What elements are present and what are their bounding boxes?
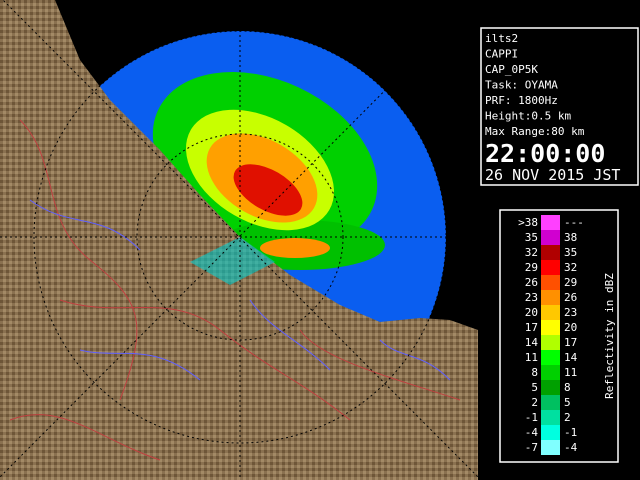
legend-low: 17	[525, 321, 538, 334]
legend-high: 8	[564, 381, 571, 394]
legend-high: 23	[564, 306, 577, 319]
legend-high: 17	[564, 336, 577, 349]
legend-low: 5	[531, 381, 538, 394]
legend-low: -4	[525, 426, 539, 439]
panel-line: PRF: 1800Hz	[485, 94, 558, 107]
legend-low: -1	[525, 411, 538, 424]
legend-high: -4	[564, 441, 578, 454]
legend-swatch	[541, 440, 560, 455]
legend-swatch	[541, 215, 560, 230]
legend-low: -7	[525, 441, 538, 454]
panel-line: Task: OYAMA	[485, 79, 558, 92]
legend-high: 29	[564, 276, 577, 289]
legend-high: 14	[564, 351, 578, 364]
legend-low: 32	[525, 246, 538, 259]
legend-low: 8	[531, 366, 538, 379]
legend-high: ---	[564, 216, 584, 229]
legend-swatch	[541, 395, 560, 410]
legend-swatch	[541, 350, 560, 365]
legend-low: 23	[525, 291, 538, 304]
ground-clutter	[190, 237, 275, 285]
panel-line: Max Range:80 km	[485, 125, 585, 138]
panel-line: CAP_0P5K	[485, 63, 538, 76]
legend-high: 5	[564, 396, 571, 409]
legend-swatch	[541, 320, 560, 335]
legend-low: 29	[525, 261, 538, 274]
legend-swatch	[541, 290, 560, 305]
panel-date: 26 NOV 2015 JST	[485, 166, 620, 184]
legend-high: 38	[564, 231, 577, 244]
panel-time: 22:00:00	[485, 139, 605, 168]
legend-low: 35	[525, 231, 538, 244]
range-rings	[0, 0, 478, 480]
legend-swatch	[541, 425, 560, 440]
legend-swatch	[541, 335, 560, 350]
legend-swatch	[541, 275, 560, 290]
legend-high: 2	[564, 411, 571, 424]
legend-swatch	[541, 380, 560, 395]
echo-band	[260, 238, 330, 258]
legend-title: Reflectivity in dBZ	[603, 273, 616, 399]
legend: Reflectivity in dBZ >38 --- 35 38 32 35 29 32 26…	[499, 209, 619, 463]
legend-low: 2	[531, 396, 538, 409]
legend-swatch	[541, 305, 560, 320]
legend-high: 35	[564, 246, 577, 259]
radar-map	[0, 0, 478, 480]
legend-high: 32	[564, 261, 577, 274]
legend-swatch	[541, 260, 560, 275]
boundaries	[9, 119, 461, 461]
panel-line: CAPPI	[485, 48, 518, 61]
legend-high: 26	[564, 291, 577, 304]
legend-low: 14	[525, 336, 539, 349]
legend-low: 20	[525, 306, 538, 319]
echo-red	[233, 164, 303, 216]
legend-swatch	[541, 410, 560, 425]
legend-low: >38	[518, 216, 538, 229]
panel-line: Height:0.5 km	[485, 110, 571, 123]
legend-high: -1	[564, 426, 577, 439]
panel-line: ilts2	[485, 32, 518, 45]
panel-frame	[480, 27, 639, 186]
info-panel: ilts2 CAPPI CAP_0P5K Task: OYAMA PRF: 1800Hz…	[480, 27, 639, 186]
legend-low: 26	[525, 276, 538, 289]
legend-high: 11	[564, 366, 577, 379]
legend-swatch	[541, 245, 560, 260]
legend-swatch	[541, 365, 560, 380]
rivers	[29, 199, 451, 381]
legend-high: 20	[564, 321, 577, 334]
legend-swatch	[541, 230, 560, 245]
legend-low: 11	[525, 351, 538, 364]
